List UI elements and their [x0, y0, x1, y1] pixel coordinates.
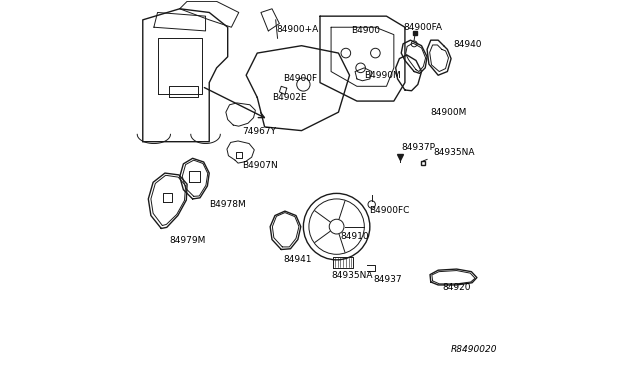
- Text: 84920: 84920: [443, 283, 471, 292]
- Text: 84979M: 84979M: [170, 236, 205, 245]
- Text: 84900+A: 84900+A: [277, 25, 319, 33]
- Text: 84900FA: 84900FA: [403, 23, 442, 32]
- Text: R8490020: R8490020: [451, 345, 497, 354]
- Text: B4902E: B4902E: [272, 93, 307, 102]
- Text: 84940: 84940: [454, 41, 482, 49]
- Text: B4900: B4900: [351, 26, 380, 35]
- Text: 84935NA: 84935NA: [434, 148, 476, 157]
- Text: 84935NA: 84935NA: [331, 271, 372, 280]
- Text: B4990M: B4990M: [364, 71, 401, 80]
- Text: B4900F: B4900F: [283, 74, 317, 83]
- Text: 84941: 84941: [283, 255, 312, 264]
- Text: B4907N: B4907N: [243, 161, 278, 170]
- Text: 84937: 84937: [374, 275, 402, 283]
- Text: 84910: 84910: [340, 232, 369, 241]
- Text: 74967Y: 74967Y: [243, 127, 276, 136]
- Text: 84937P: 84937P: [401, 144, 435, 153]
- Text: B4978M: B4978M: [209, 200, 246, 209]
- Text: 84900M: 84900M: [430, 108, 467, 117]
- Text: B4900FC: B4900FC: [369, 206, 410, 215]
